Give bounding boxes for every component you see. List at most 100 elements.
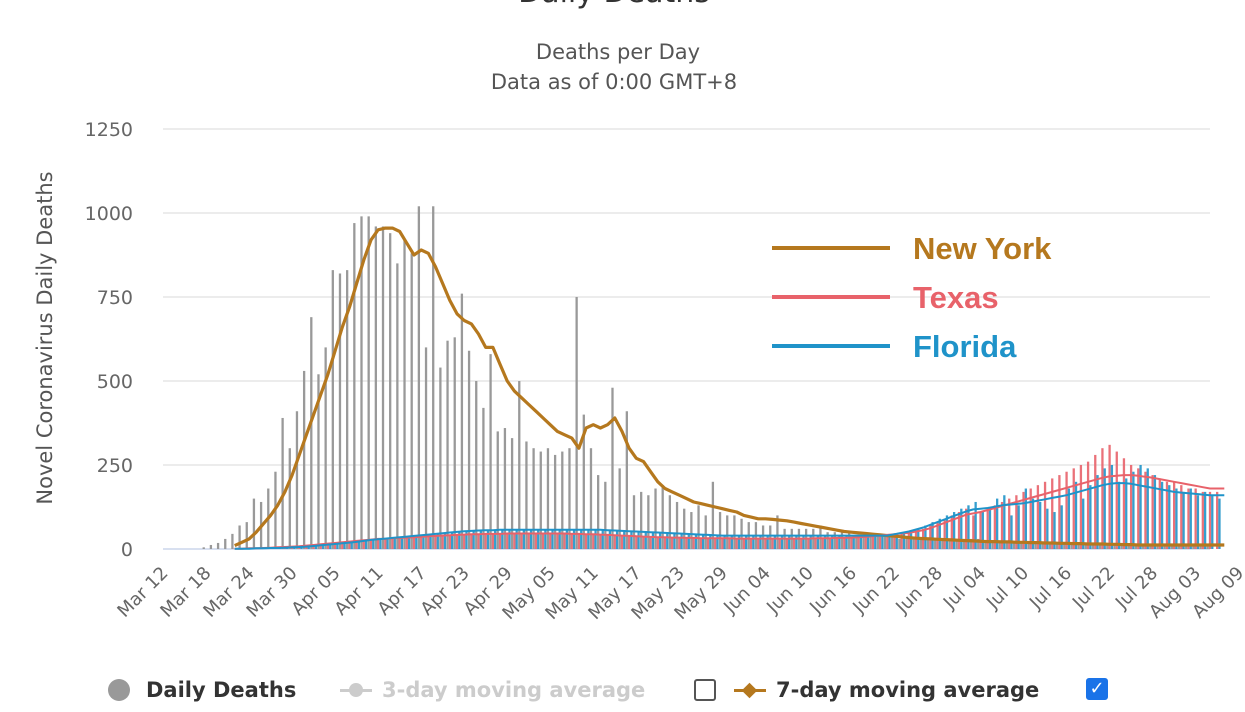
- bar: [745, 536, 747, 549]
- bar: [411, 253, 413, 549]
- bar: [604, 482, 606, 549]
- bar: [1175, 489, 1177, 549]
- bar: [289, 448, 291, 549]
- chart-subtitle: Deaths per Day: [536, 40, 700, 64]
- bar: [879, 535, 881, 549]
- legend-7day-average[interactable]: 7-day moving average: [694, 678, 1039, 702]
- bar: [480, 530, 482, 549]
- bar: [1080, 465, 1082, 549]
- bar: [461, 294, 463, 549]
- bar: [477, 534, 479, 549]
- bar: [779, 539, 781, 549]
- bar: [857, 537, 859, 549]
- bar: [640, 492, 642, 549]
- bar: [733, 515, 735, 549]
- bar: [571, 534, 573, 549]
- bar: [606, 535, 608, 549]
- y-tick-label-1000: 1000: [85, 203, 133, 225]
- bar: [1104, 468, 1106, 549]
- avg7-checkbox-checked-icon[interactable]: ✓: [1086, 678, 1108, 700]
- bar: [253, 499, 255, 549]
- bar: [664, 538, 666, 549]
- bar: [475, 381, 477, 549]
- bar: [881, 536, 883, 549]
- x-tick-label: Jun 22: [848, 563, 904, 619]
- bar: [406, 537, 408, 549]
- bar: [427, 536, 429, 549]
- bar: [743, 539, 745, 549]
- bar: [485, 534, 487, 549]
- bar: [652, 532, 654, 549]
- bar: [389, 233, 391, 549]
- bar: [680, 533, 682, 549]
- bar: [728, 538, 730, 549]
- bar: [446, 341, 448, 549]
- y-tick-label-500: 500: [97, 371, 133, 393]
- bar: [358, 542, 360, 549]
- bar: [1082, 499, 1084, 549]
- bar: [1151, 475, 1153, 549]
- bar: [1187, 489, 1189, 549]
- bar: [1010, 515, 1012, 549]
- legend-daily-deaths[interactable]: Daily Deaths: [108, 678, 296, 702]
- bar: [1125, 478, 1127, 549]
- bar: [418, 206, 420, 549]
- bar: [685, 538, 687, 549]
- bar: [454, 337, 456, 549]
- bar: [874, 536, 876, 549]
- bar: [1089, 485, 1091, 549]
- bar: [697, 505, 699, 549]
- bar: [535, 534, 537, 549]
- bar: [642, 537, 644, 549]
- bar: [332, 270, 334, 549]
- bar: [865, 536, 867, 549]
- bar: [769, 525, 771, 549]
- bar: [635, 537, 637, 549]
- bar: [1190, 489, 1192, 549]
- bar: [563, 534, 565, 549]
- bar: [1218, 499, 1220, 549]
- bar: [702, 534, 704, 549]
- bar: [676, 502, 678, 549]
- avg3-marker-icon: [340, 689, 372, 692]
- bar: [1204, 492, 1206, 549]
- x-tick-label: Jun 10: [762, 563, 818, 619]
- y-tick-label-1250: 1250: [85, 119, 133, 141]
- legend-7day-toggle[interactable]: ✓: [1086, 678, 1126, 700]
- bar: [984, 542, 986, 549]
- bar: [468, 351, 470, 549]
- bar: [888, 536, 890, 549]
- bar: [1073, 468, 1075, 549]
- bar: [396, 263, 398, 549]
- avg7-marker-icon: [734, 689, 766, 692]
- bar: [633, 495, 635, 549]
- bar: [594, 530, 596, 549]
- bar: [673, 533, 675, 549]
- bar: [587, 530, 589, 549]
- bar: [946, 515, 948, 549]
- bar: [807, 539, 809, 549]
- bar: [1147, 468, 1149, 549]
- bar: [628, 536, 630, 549]
- bar: [771, 539, 773, 549]
- bar: [210, 545, 212, 549]
- bar: [513, 534, 515, 549]
- avg3-checkbox[interactable]: [694, 679, 716, 701]
- x-tick-label: Jun 28: [891, 563, 947, 619]
- bar: [246, 522, 248, 549]
- bar: [542, 534, 544, 549]
- bar: [203, 547, 205, 549]
- bar: [494, 530, 496, 549]
- bar: [224, 539, 226, 549]
- legend-3day-average[interactable]: 3-day moving average: [340, 678, 645, 702]
- bar: [781, 536, 783, 549]
- bar: [1161, 482, 1163, 549]
- bar: [1025, 489, 1027, 549]
- bar: [1197, 495, 1199, 549]
- y-tick-label-0: 0: [121, 539, 133, 561]
- bar: [700, 538, 702, 549]
- bar: [554, 455, 556, 549]
- bar: [575, 297, 577, 549]
